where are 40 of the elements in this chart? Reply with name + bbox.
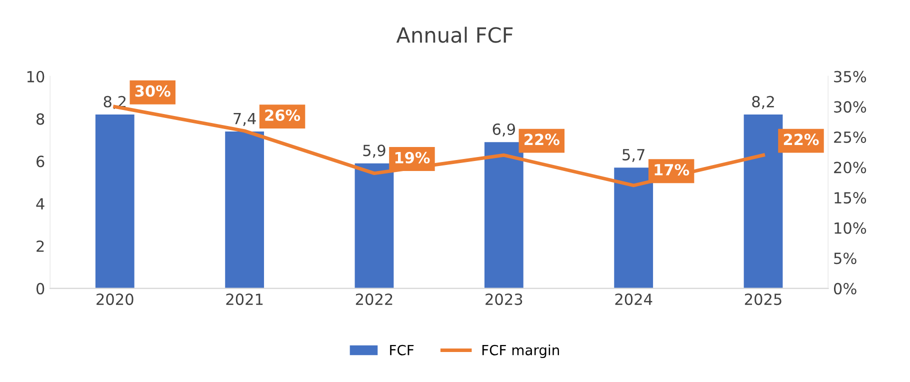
y-tick-label: 8 <box>36 113 44 125</box>
y2-tick-label: 5% <box>834 252 856 264</box>
data-label: 30% <box>135 85 170 97</box>
y2-tick-label: 10% <box>834 222 866 234</box>
legend-label: FCF <box>390 344 414 356</box>
x-tick-label: 2022 <box>356 294 392 306</box>
data-label: 26% <box>265 109 300 122</box>
y-tick-label: 10 <box>27 70 44 82</box>
y-tick-label: 4 <box>36 198 44 210</box>
y2-tick-label: 0% <box>834 282 856 294</box>
bar <box>225 132 264 288</box>
x-tick-label: 2025 <box>744 294 782 306</box>
y2-tick-label: 25% <box>834 131 866 143</box>
data-label: 19% <box>395 152 430 164</box>
data-label: 6,9 <box>492 123 515 137</box>
legend-label: FCF margin <box>482 344 559 358</box>
x-tick-label: 2023 <box>486 294 522 306</box>
y-tick-label: 6 <box>36 156 44 168</box>
y2-tick-label: 30% <box>834 101 866 113</box>
y2-tick-label: 35% <box>834 70 866 82</box>
data-label: 5,7 <box>622 149 644 162</box>
data-label: 22% <box>784 134 819 146</box>
x-tick-label: 2024 <box>615 294 652 306</box>
bar <box>354 163 394 288</box>
data-label: 8,2 <box>752 96 774 109</box>
bar <box>744 114 783 288</box>
y-tick-label: 2 <box>36 240 44 252</box>
x-tick-label: 2021 <box>226 294 263 306</box>
bar <box>95 114 134 288</box>
y2-tick-label: 20% <box>834 162 866 174</box>
y2-tick-label: 15% <box>834 192 866 204</box>
data-label: 22% <box>524 134 560 146</box>
data-label: 7,4 <box>234 113 256 126</box>
data-label: 5,9 <box>363 144 386 158</box>
data-label: 17% <box>654 164 690 176</box>
chart-title: Annual FCF <box>396 26 513 43</box>
bar <box>484 142 524 288</box>
bar <box>614 168 654 288</box>
x-tick-label: 2020 <box>96 294 134 306</box>
y-tick-label: 0 <box>36 282 44 294</box>
